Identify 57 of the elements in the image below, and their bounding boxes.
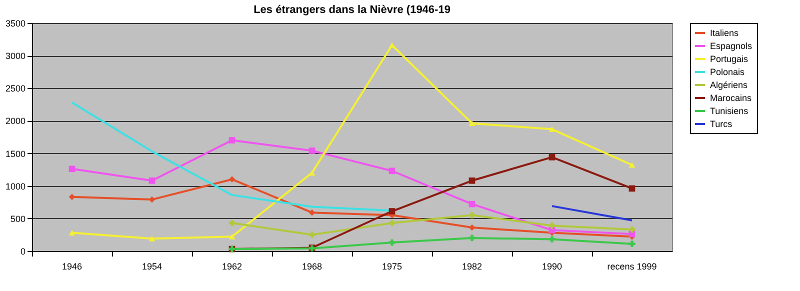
point bbox=[388, 168, 396, 174]
x-tick-label: 1962 bbox=[222, 262, 242, 272]
point bbox=[68, 230, 76, 236]
point bbox=[548, 222, 556, 229]
point bbox=[548, 236, 556, 242]
legend-label: Espagnols bbox=[710, 41, 753, 51]
legend-label: Portugais bbox=[710, 54, 749, 64]
x-tick-label: 1946 bbox=[62, 262, 82, 272]
point bbox=[148, 177, 156, 184]
point bbox=[228, 137, 236, 144]
point bbox=[148, 236, 156, 242]
point bbox=[468, 234, 476, 242]
legend-label: Polonais bbox=[710, 67, 746, 77]
point bbox=[308, 232, 316, 238]
point bbox=[628, 162, 636, 168]
point bbox=[468, 120, 476, 126]
point bbox=[228, 176, 236, 183]
y-tick-label: 500 bbox=[10, 214, 26, 224]
point bbox=[468, 212, 476, 218]
point bbox=[628, 226, 636, 233]
x-tick-label: 1990 bbox=[542, 262, 562, 272]
point bbox=[548, 126, 556, 132]
x-tick-label: 1954 bbox=[142, 262, 162, 272]
point bbox=[148, 196, 156, 203]
chart-title: Les étrangers dans la Nièvre (1946-19 bbox=[254, 4, 450, 16]
point bbox=[628, 185, 636, 192]
point bbox=[468, 224, 476, 231]
point bbox=[628, 240, 636, 247]
point bbox=[308, 170, 316, 176]
y-tick-label: 0 bbox=[20, 246, 26, 256]
point bbox=[548, 154, 556, 160]
y-tick-label: 1000 bbox=[5, 181, 26, 192]
legend-label: Algériens bbox=[710, 80, 748, 90]
point bbox=[388, 239, 396, 246]
x-tick-label: 1975 bbox=[382, 262, 402, 272]
point bbox=[228, 220, 236, 226]
point bbox=[228, 234, 236, 240]
y-tick-label: 1500 bbox=[5, 148, 26, 159]
point bbox=[468, 200, 476, 208]
point bbox=[308, 209, 316, 216]
legend-label: Italiens bbox=[710, 28, 740, 38]
x-tick-label: 1982 bbox=[462, 262, 482, 272]
point bbox=[388, 220, 396, 226]
x-tick-label: recens 1999 bbox=[607, 262, 657, 272]
point bbox=[68, 194, 76, 200]
y-tick-label: 3500 bbox=[5, 18, 26, 28]
point bbox=[468, 177, 476, 184]
x-tick-label: 1968 bbox=[302, 262, 322, 272]
y-tick-label: 2000 bbox=[5, 116, 26, 126]
point bbox=[308, 148, 316, 154]
y-tick-label: 2500 bbox=[5, 84, 26, 94]
y-tick-label: 3000 bbox=[5, 51, 26, 62]
point bbox=[388, 208, 396, 214]
point bbox=[68, 166, 76, 172]
legend-label: Tunisiens bbox=[710, 106, 749, 116]
legend-label: Marocains bbox=[710, 93, 752, 103]
legend-label: Turcs bbox=[710, 119, 733, 129]
